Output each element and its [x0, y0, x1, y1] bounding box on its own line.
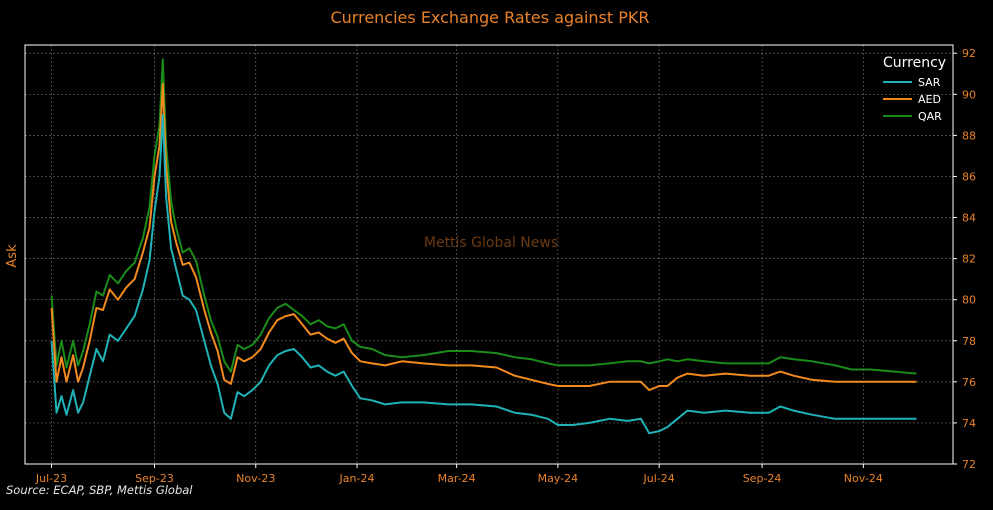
series-line-aed [50, 83, 917, 392]
y-tick-label: 76 [962, 376, 976, 389]
series-line-sar [50, 113, 917, 435]
x-tick-label: Mar-24 [438, 472, 476, 485]
y-tick-label: 72 [962, 458, 976, 471]
source-note: Source: ECAP, SBP, Mettis Global [6, 483, 193, 497]
x-tick-label: May-24 [538, 472, 579, 485]
grid-lines [25, 45, 953, 465]
x-tick-label: Sep-24 [743, 472, 782, 485]
plot-frame [24, 44, 954, 465]
legend-label-sar: SAR [918, 76, 941, 89]
x-tick-label: Nov-23 [236, 472, 275, 485]
series-line-qar [50, 58, 917, 375]
y-tick-label: 78 [962, 335, 976, 348]
legend-label-qar: QAR [918, 110, 942, 123]
y-axis-ticks: 72 74 76 78 80 82 84 86 88 90 92 [953, 47, 976, 471]
x-axis-ticks: Jul-23 Sep-23 Nov-23 Jan-24 Mar-24 May-24 Jul-… [35, 464, 883, 485]
y-tick-label: 84 [962, 212, 976, 225]
y-tick-label: 86 [962, 170, 976, 183]
series-lines [50, 58, 917, 435]
y-tick-label: 90 [962, 88, 976, 101]
y-tick-label: 82 [962, 253, 976, 266]
y-tick-label: 88 [962, 129, 976, 142]
legend-label-aed: AED [918, 93, 941, 106]
x-tick-label: Jan-24 [339, 472, 375, 485]
x-tick-label: Nov-24 [844, 472, 883, 485]
y-tick-label: 80 [962, 294, 976, 307]
x-tick-label: Sep-23 [135, 472, 174, 485]
legend: Currency SAR AED QAR [883, 55, 946, 123]
legend-title: Currency [883, 55, 946, 71]
y-axis-label: Ask [5, 244, 20, 268]
x-tick-label: Jul-23 [35, 472, 67, 485]
y-tick-label: 92 [962, 47, 976, 60]
x-tick-label: Jul-24 [643, 472, 675, 485]
y-tick-label: 74 [962, 417, 976, 430]
chart-title: Currencies Exchange Rates against PKR [330, 8, 649, 27]
watermark: Mettis Global News [424, 235, 558, 251]
